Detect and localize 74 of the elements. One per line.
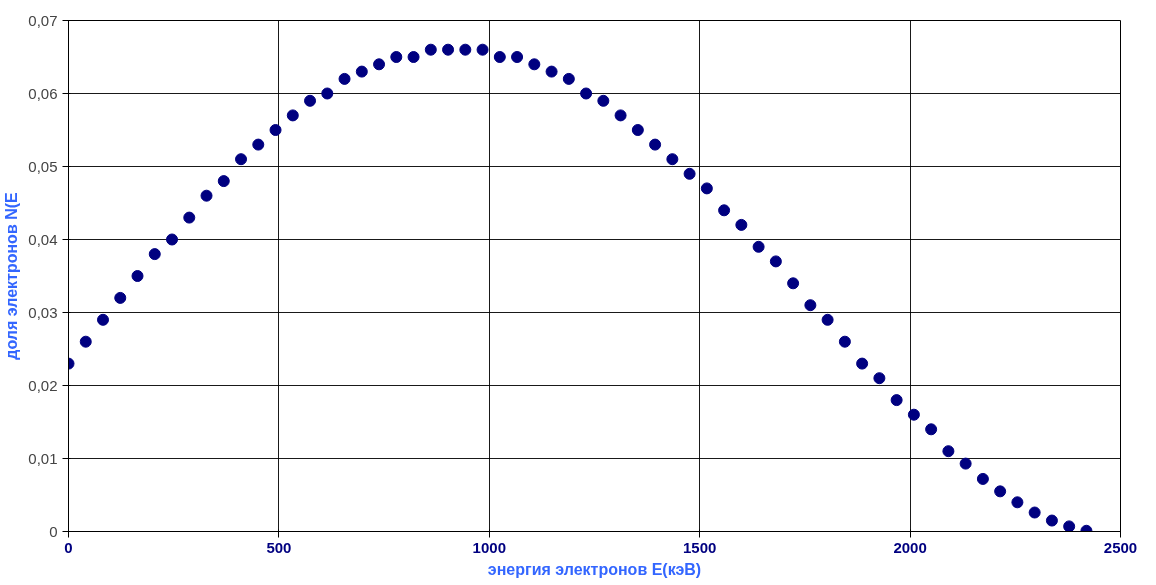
x-tick-label: 2000	[893, 538, 927, 556]
point	[735, 218, 748, 231]
y-tick-label: 0	[49, 522, 58, 540]
point	[959, 457, 972, 470]
point	[821, 313, 834, 326]
point	[373, 58, 386, 71]
y-tick-label: 0,05	[28, 157, 58, 175]
point	[390, 51, 403, 63]
point	[183, 211, 196, 224]
point	[321, 87, 334, 100]
y-tick-label: 0,06	[28, 84, 58, 102]
point	[148, 248, 161, 261]
point	[476, 43, 489, 56]
point	[649, 138, 662, 151]
point	[718, 204, 731, 217]
y-tick-label: 0,02	[28, 376, 58, 394]
point	[114, 291, 127, 304]
point	[97, 313, 110, 326]
point	[942, 445, 955, 458]
y-tick-label: 0,01	[28, 449, 58, 467]
x-axis-title: энергия электронов E(кэВ)	[487, 560, 702, 578]
point	[769, 255, 782, 268]
point	[528, 58, 541, 71]
point	[442, 43, 455, 56]
point	[1045, 514, 1058, 527]
x-tick-label: 0	[64, 538, 73, 556]
point	[338, 72, 351, 85]
point	[700, 182, 713, 195]
point	[286, 109, 299, 122]
point	[752, 240, 765, 253]
point	[545, 65, 558, 78]
point	[79, 335, 92, 348]
x-tick-label: 500	[266, 538, 292, 556]
point	[907, 408, 920, 421]
point	[925, 423, 938, 436]
point	[580, 87, 593, 100]
point	[407, 51, 420, 63]
point	[890, 394, 903, 407]
point	[597, 94, 610, 107]
point	[838, 335, 851, 348]
point	[562, 72, 575, 85]
point	[166, 233, 179, 246]
x-tick-label: 1500	[683, 538, 717, 556]
point	[217, 175, 230, 188]
x-tick-label: 2500	[1103, 538, 1138, 556]
point	[200, 189, 213, 202]
point	[269, 124, 282, 136]
y-tick-label: 0,03	[28, 303, 58, 321]
point	[252, 138, 265, 151]
point	[856, 357, 869, 370]
point	[304, 94, 317, 107]
point	[804, 299, 817, 312]
point	[787, 277, 800, 290]
point	[1011, 496, 1024, 509]
y-axis-title: доля электронов N(E	[3, 191, 21, 360]
point	[459, 43, 472, 56]
x-tick-label: 1000	[472, 538, 506, 556]
point	[614, 109, 627, 122]
point	[994, 485, 1007, 498]
point	[1063, 520, 1076, 532]
point	[666, 153, 679, 166]
y-tick-label: 0,04	[28, 230, 58, 248]
point	[424, 43, 437, 56]
point	[683, 167, 696, 180]
point	[131, 270, 144, 282]
point	[511, 51, 524, 63]
point	[1028, 506, 1041, 519]
point	[355, 65, 368, 78]
point	[873, 372, 886, 385]
point	[493, 51, 506, 63]
point	[631, 124, 644, 136]
point	[235, 153, 248, 166]
y-tick-label: 0,07	[28, 11, 58, 29]
point	[976, 472, 989, 485]
